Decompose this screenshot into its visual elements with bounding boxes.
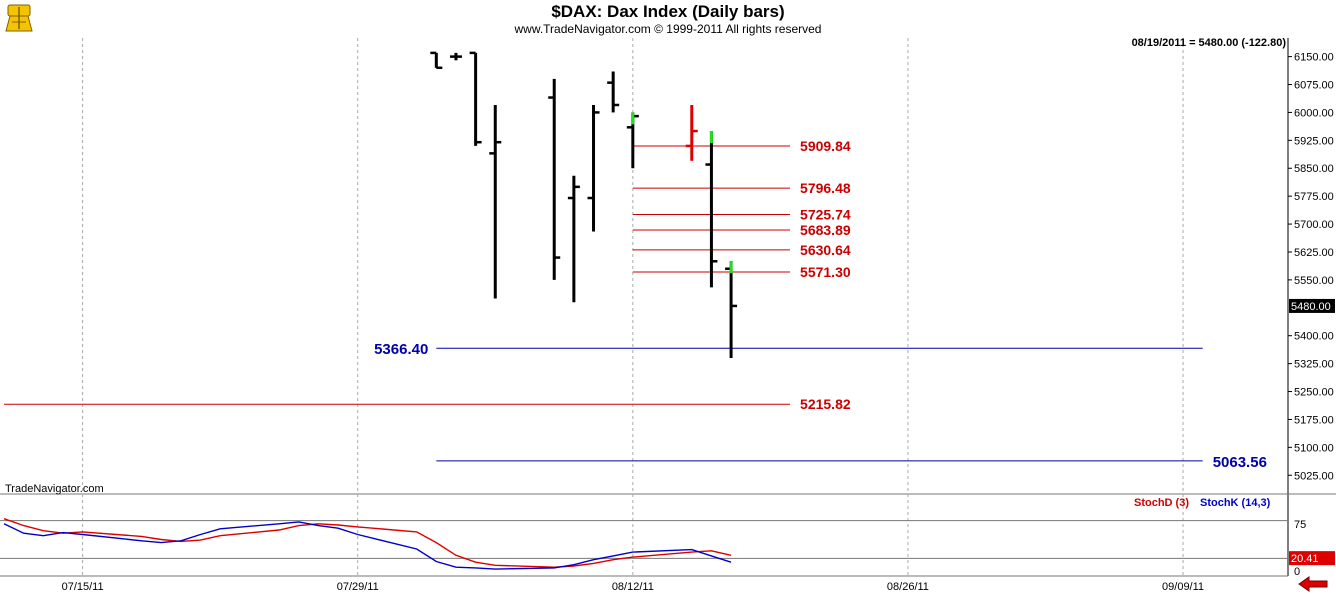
last-price-box xyxy=(1289,298,1335,313)
level-label: 5796.48 xyxy=(800,180,851,196)
stochd-line xyxy=(3,518,732,568)
watermark-text: TradeNavigator.com xyxy=(5,483,104,495)
level-label: 5215.82 xyxy=(800,396,851,412)
price-tick-label: 5175.00 xyxy=(1294,414,1334,426)
price-tick-label: 6150.00 xyxy=(1294,52,1334,64)
chart-title: $DAX: Dax Index (Daily bars) xyxy=(551,2,785,21)
date-tick-label: 07/29/11 xyxy=(337,581,379,593)
price-tick-label: 5850.00 xyxy=(1294,163,1334,175)
price-tick-label: 5775.00 xyxy=(1294,191,1334,203)
date-tick-label: 07/15/11 xyxy=(62,581,104,593)
legend-stochd: StochD (3) xyxy=(1134,497,1189,509)
copyright-subtitle: www.TradeNavigator.com © 1999-2011 All r… xyxy=(514,22,822,36)
level-label: 5571.30 xyxy=(800,264,851,280)
price-tick-label: 5325.00 xyxy=(1294,359,1334,371)
price-tick-label: 6075.00 xyxy=(1294,80,1334,92)
oscillator-tick-label: 75 xyxy=(1294,519,1306,531)
last-price-readout: 08/19/2011 = 5480.00 (-122.80) xyxy=(1131,37,1286,49)
price-tick-label: 5250.00 xyxy=(1294,387,1334,399)
price-tick-label: 5025.00 xyxy=(1294,470,1334,482)
price-tick-label: 5700.00 xyxy=(1294,219,1334,231)
scroll-left-arrow-icon[interactable] xyxy=(1298,576,1328,592)
oscillator-tick-label: 0 xyxy=(1294,566,1300,578)
date-tick-label: 08/26/11 xyxy=(887,581,929,593)
date-tick-label: 08/12/11 xyxy=(612,581,654,593)
price-tick-label: 5550.00 xyxy=(1294,275,1334,287)
price-tick-label: 5100.00 xyxy=(1294,442,1334,454)
oscillator-last-label: 20.41 xyxy=(1291,553,1319,565)
last-price-label: 5480.00 xyxy=(1291,301,1331,313)
price-tick-label: 5625.00 xyxy=(1294,247,1334,259)
stochk-line xyxy=(3,521,732,570)
level-label: 5063.56 xyxy=(1213,454,1267,471)
level-label: 5366.40 xyxy=(374,341,428,358)
level-label: 5630.64 xyxy=(800,242,851,258)
price-tick-label: 5400.00 xyxy=(1294,331,1334,343)
price-tick-label: 6000.00 xyxy=(1294,107,1334,119)
oscillator-last-box xyxy=(1289,551,1335,566)
level-label: 5909.84 xyxy=(800,138,851,154)
level-label: 5683.89 xyxy=(800,222,851,238)
level-label: 5725.74 xyxy=(800,206,851,222)
trade-navigator-logo-icon xyxy=(2,2,36,34)
legend-stochk: StochK (14,3) xyxy=(1200,497,1271,509)
price-tick-label: 5925.00 xyxy=(1294,135,1334,147)
date-tick-label: 09/09/11 xyxy=(1162,581,1204,593)
